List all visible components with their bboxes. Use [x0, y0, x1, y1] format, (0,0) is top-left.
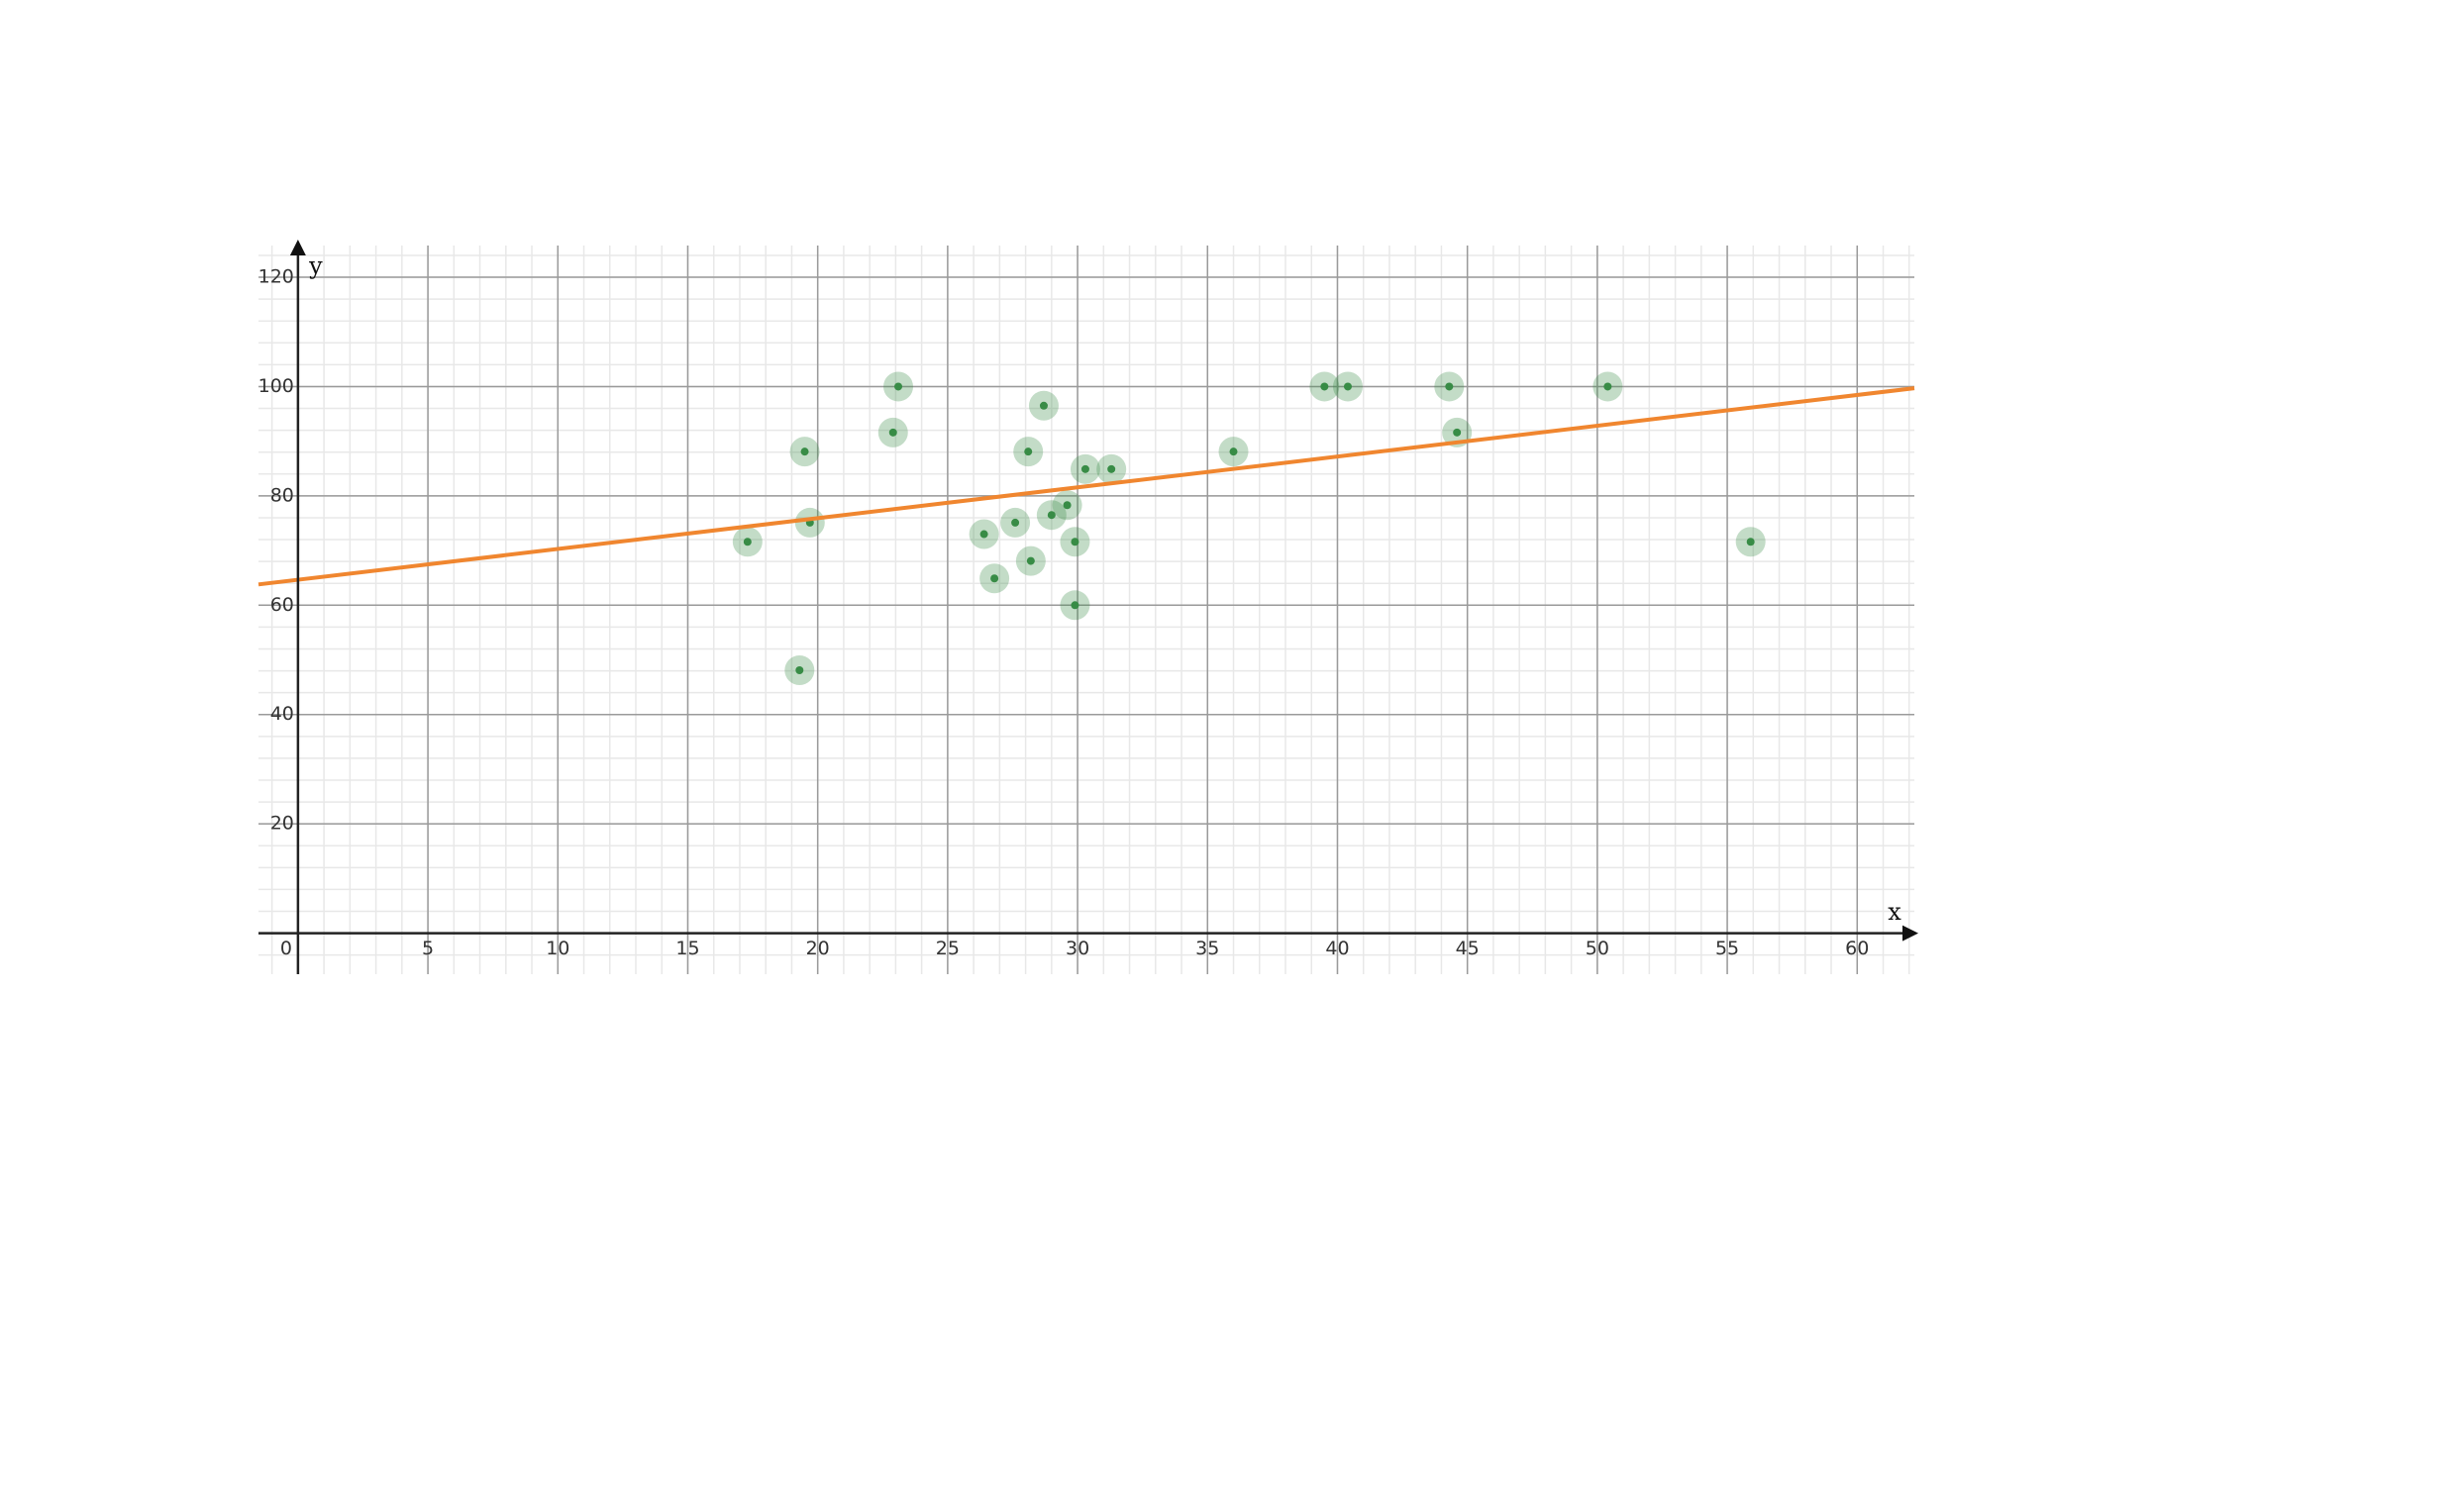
point — [1603, 382, 1612, 391]
point — [1229, 447, 1238, 456]
point — [1343, 382, 1352, 391]
x-axis-label: x — [1888, 898, 1901, 926]
x-tick-label: 10 — [546, 938, 569, 959]
point — [888, 428, 897, 437]
x-tick-label: 40 — [1325, 938, 1349, 959]
x-tick-label: 60 — [1845, 938, 1869, 959]
point — [1024, 447, 1033, 456]
y-tick-label: 120 — [258, 266, 294, 288]
y-tick-label: 40 — [270, 703, 294, 725]
point — [1047, 511, 1056, 520]
x-axis-arrow — [1902, 925, 1918, 942]
y-axis-arrow — [289, 240, 306, 255]
grid — [258, 246, 1914, 974]
x-tick-label: 30 — [1066, 938, 1089, 959]
point — [1026, 556, 1035, 565]
x-tick-label: 45 — [1456, 938, 1480, 959]
point — [1746, 538, 1755, 546]
y-tick-label: 60 — [270, 594, 294, 616]
point — [800, 447, 809, 456]
x-tick-label: 0 — [280, 938, 292, 959]
trend-line — [257, 386, 1915, 587]
point — [1039, 401, 1048, 410]
point — [1011, 518, 1020, 527]
marks — [257, 371, 1915, 686]
x-tick-label: 20 — [806, 938, 830, 959]
point — [743, 538, 752, 546]
point — [894, 382, 903, 391]
y-tick-label: 80 — [270, 484, 294, 506]
point — [990, 574, 999, 583]
point — [795, 666, 804, 675]
y-tick-label: 100 — [258, 375, 294, 397]
point — [1080, 464, 1089, 473]
x-tick-label: 25 — [936, 938, 960, 959]
x-tick-label: 50 — [1586, 938, 1609, 959]
point — [979, 530, 988, 539]
point — [1445, 382, 1454, 391]
point — [1453, 428, 1462, 437]
point — [1107, 464, 1116, 473]
x-tick-label: 5 — [422, 938, 434, 959]
point — [1071, 601, 1079, 610]
y-axis-label: y — [308, 252, 323, 280]
x-tick-label: 55 — [1715, 938, 1739, 959]
point — [1063, 501, 1072, 510]
x-tick-label: 15 — [675, 938, 699, 959]
x-tick-label: 35 — [1195, 938, 1219, 959]
point — [1071, 538, 1079, 546]
y-tick-label: 20 — [270, 813, 294, 835]
point — [1320, 382, 1329, 391]
